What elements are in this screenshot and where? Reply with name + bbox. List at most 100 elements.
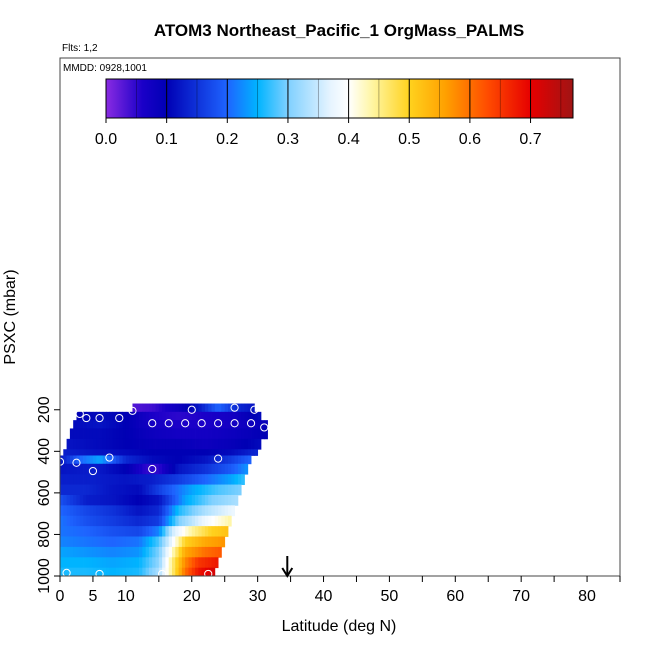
curtain-cell (89, 494, 94, 506)
curtain-cell (231, 438, 235, 450)
curtain-cell (109, 536, 114, 548)
curtain-cell (198, 546, 203, 558)
curtain-cell (122, 438, 127, 450)
curtain-cell (198, 474, 203, 485)
y-axis-label: PSXC (mbar) (2, 269, 19, 364)
curtain-cell (231, 474, 235, 485)
curtain-cell (145, 505, 150, 517)
curtain-cell (191, 536, 196, 548)
curtain-cell (165, 403, 170, 413)
curtain-cell (112, 463, 117, 475)
curtain-cell (83, 567, 87, 576)
curtain-cell (178, 438, 183, 450)
curtain-cell (241, 420, 245, 429)
curtain-cell (211, 526, 216, 537)
curtain-cell (109, 494, 114, 506)
curtain-cell (73, 484, 77, 496)
curtain-cell (135, 474, 140, 485)
curtain-cell (214, 420, 219, 429)
curtain-cell (60, 484, 64, 496)
curtain-cell (79, 420, 84, 429)
curtain-cell (132, 428, 137, 440)
curtain-cell (116, 449, 120, 456)
curtain-cell (254, 449, 259, 456)
curtain-cell (129, 411, 133, 421)
curtain-cell (231, 494, 235, 506)
curtain-cell (132, 505, 137, 517)
curtain-cell (158, 536, 163, 548)
curtain-cell (83, 438, 87, 450)
curtain-cell (135, 411, 140, 421)
curtain-cell (234, 428, 239, 440)
curtain-cell (125, 557, 130, 569)
curtain-cell (211, 515, 216, 527)
curtain-cell (83, 536, 87, 548)
curtain-cell (234, 463, 239, 475)
curtain-cell (165, 567, 170, 576)
curtain-cell (119, 567, 123, 576)
curtain-cell (188, 526, 193, 537)
curtain-cell (198, 526, 203, 537)
curtain-cell (99, 484, 104, 496)
curtain-cell (218, 505, 222, 517)
curtain-cell (162, 455, 166, 465)
curtain-cell (109, 567, 114, 576)
curtain-cell (178, 403, 183, 413)
curtain-cell (231, 411, 235, 421)
curtain-cell (221, 438, 226, 450)
curtain-cell (228, 455, 232, 465)
curtain-cell (109, 557, 114, 569)
curtain-cell (175, 411, 179, 421)
curtain-cell (73, 505, 77, 517)
curtain-cell (195, 505, 199, 517)
curtain-cell (201, 557, 206, 569)
x-axis-label: Latitude (deg N) (282, 618, 397, 635)
curtain-cell (165, 438, 170, 450)
curtain-cell (204, 438, 209, 450)
curtain-cell (119, 428, 123, 440)
curtain-cell (198, 403, 203, 413)
curtain-cell (191, 474, 196, 485)
curtain-cell (175, 494, 179, 506)
sample-point (105, 453, 114, 462)
curtain-cell (132, 474, 137, 485)
curtain-cell (106, 494, 110, 506)
curtain-cell (106, 484, 110, 496)
curtain-cell (195, 567, 199, 576)
curtain-cell (175, 505, 179, 517)
curtain-cell (60, 536, 64, 548)
curtain-cell (125, 449, 130, 456)
curtain-cell (247, 411, 252, 421)
curtain-cell (106, 428, 110, 440)
curtain-cell (122, 557, 127, 569)
curtain-cell (188, 546, 193, 558)
curtain-cell (79, 505, 84, 517)
curtain-cell (112, 474, 117, 485)
curtain-cell (106, 463, 110, 475)
curtain-cell (158, 484, 163, 496)
curtain-cell (211, 567, 216, 576)
curtain-cell (76, 494, 81, 506)
curtain-cell (129, 438, 133, 450)
curtain-cell (106, 438, 110, 450)
sample-point (95, 413, 104, 423)
curtain-cell (247, 403, 252, 413)
curtain-cell (148, 515, 153, 527)
y-tick-label: 400 (36, 438, 53, 465)
curtain-cell (109, 438, 114, 450)
curtain-cell (106, 505, 110, 517)
curtain-cell (148, 494, 153, 506)
curtain-cell (188, 505, 193, 517)
curtain-cell (204, 449, 209, 456)
curtain-cell (168, 515, 173, 527)
curtain-cell (148, 474, 153, 485)
curtain-cell (125, 428, 130, 440)
curtain-cell (139, 484, 143, 496)
curtain-cell (168, 455, 173, 465)
curtain-cell (148, 403, 153, 413)
curtain-cell (247, 428, 252, 440)
curtain-cell (63, 449, 67, 456)
curtain-cell (165, 411, 170, 421)
curtain-cell (79, 557, 84, 569)
curtain-cell (257, 411, 262, 421)
